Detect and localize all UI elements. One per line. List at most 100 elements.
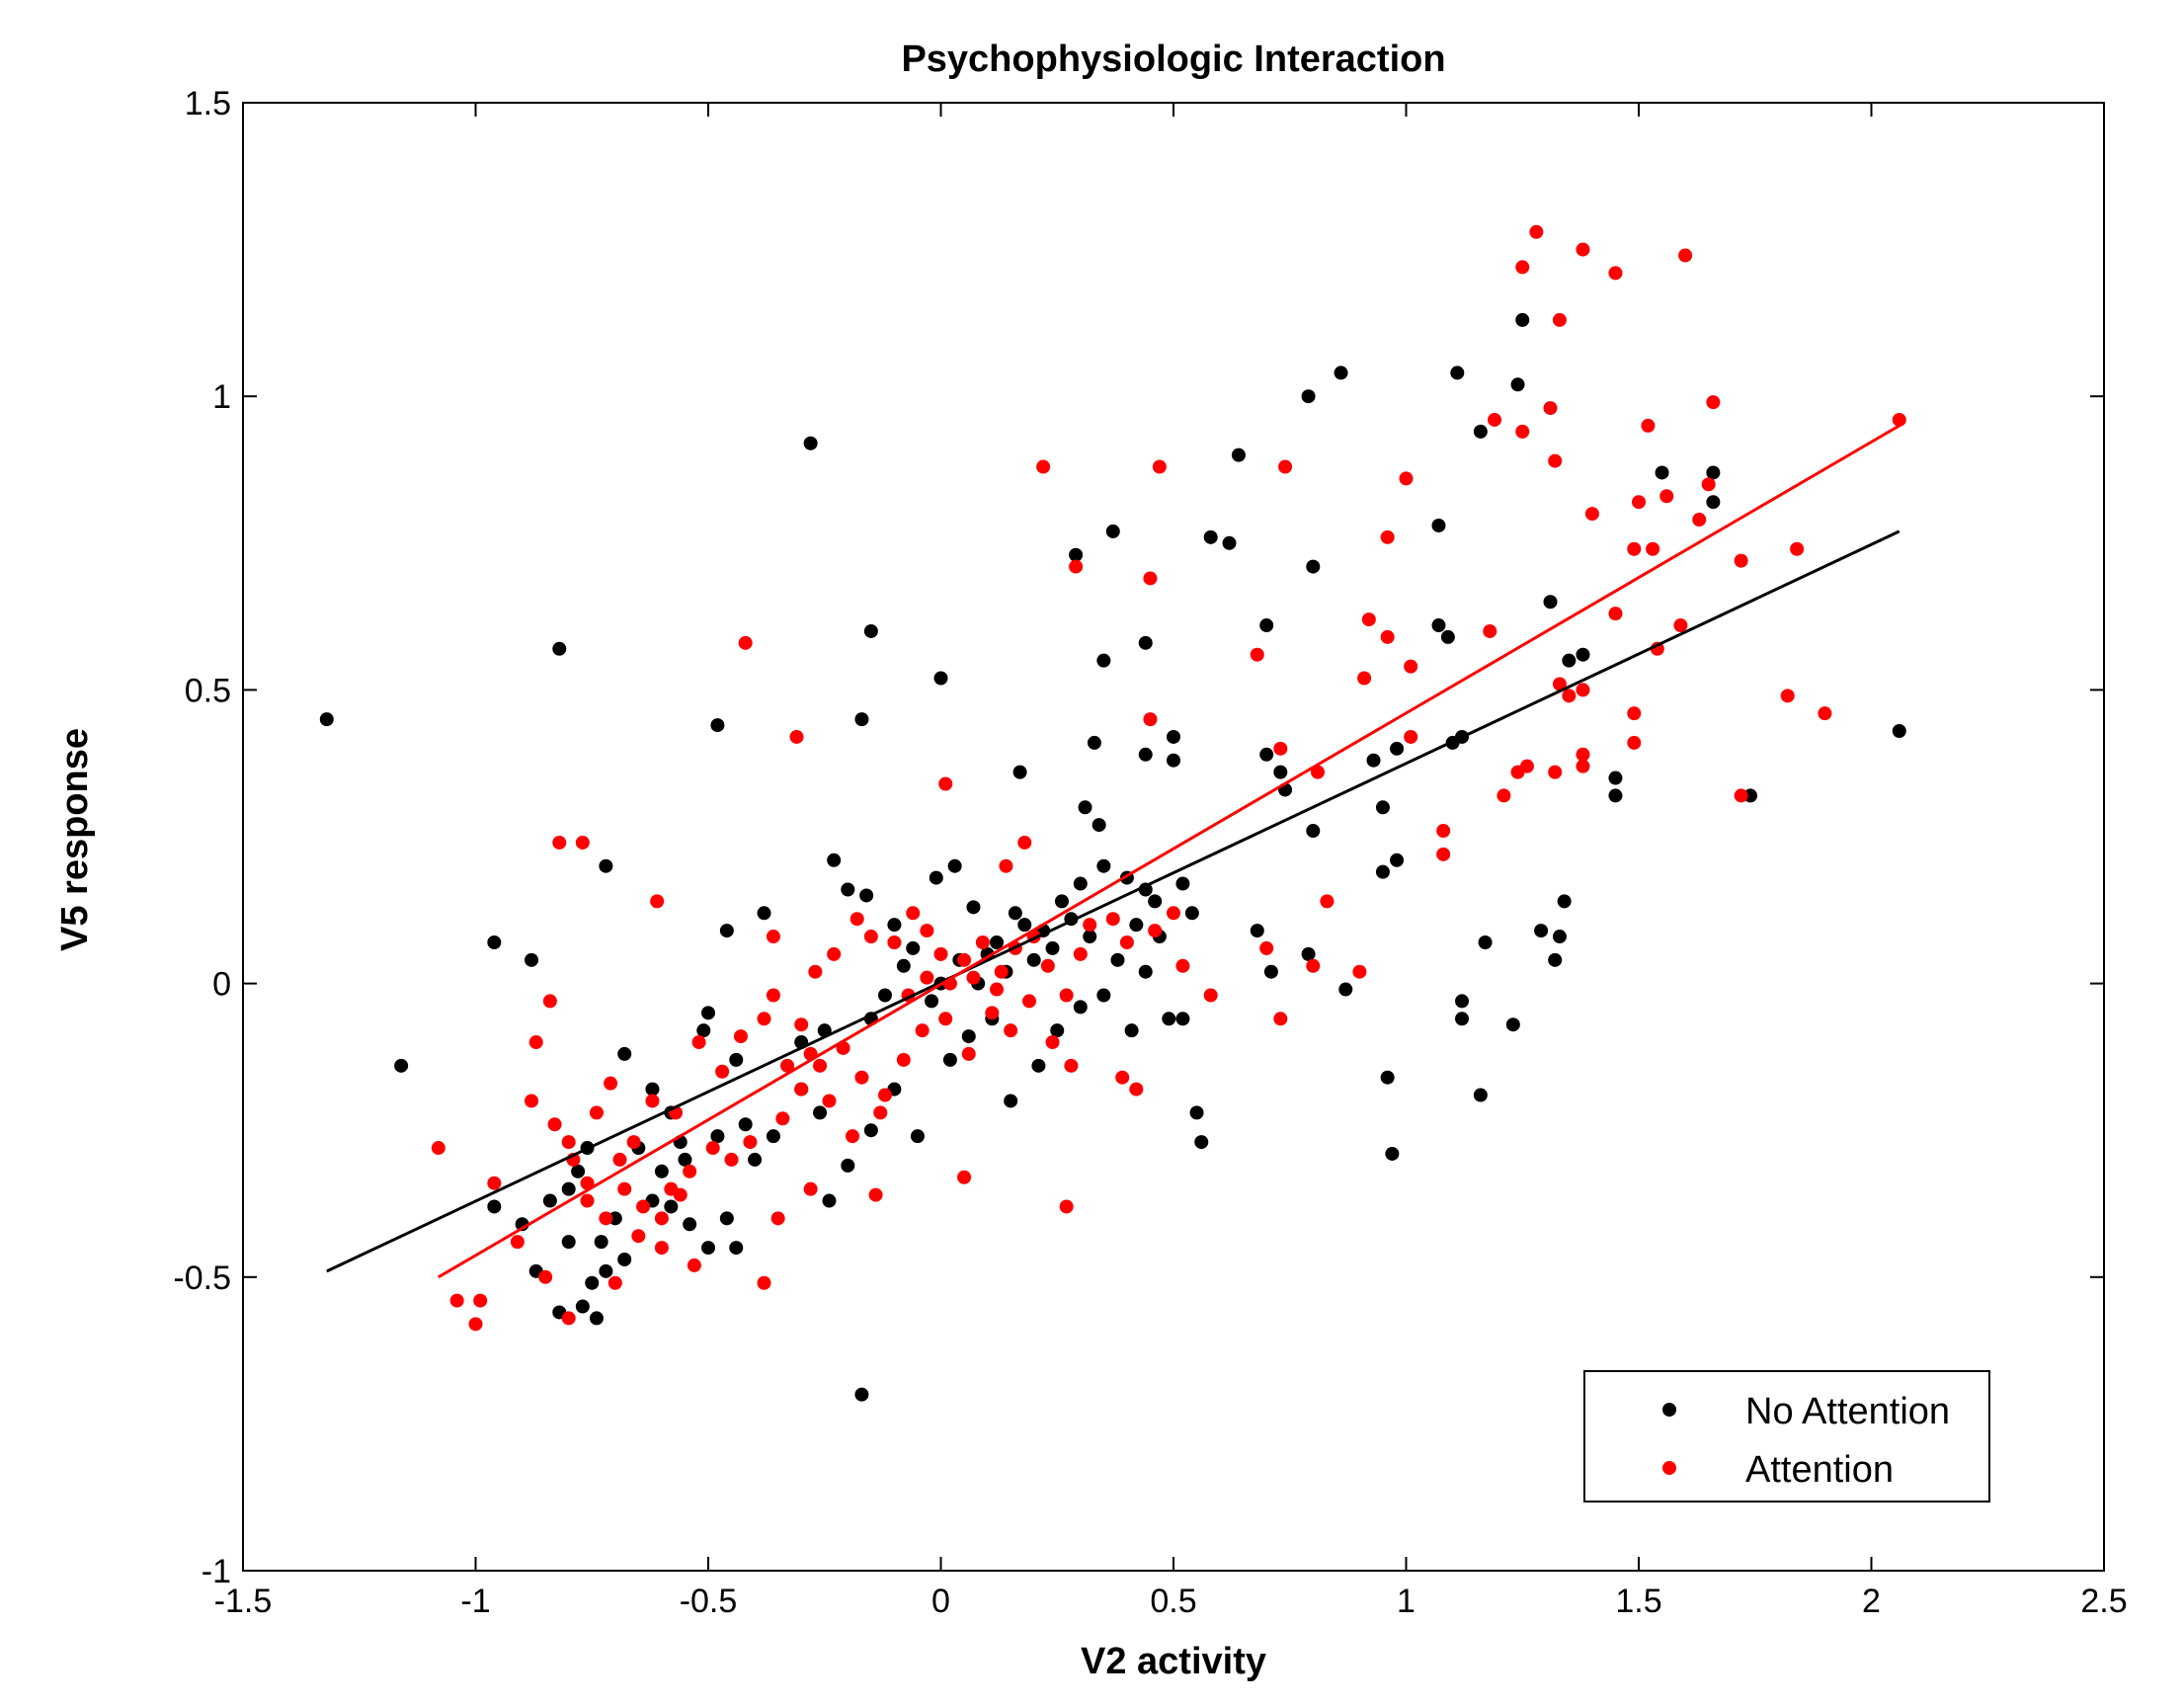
data-point-attention (673, 1187, 688, 1202)
data-point-no-attention (1892, 724, 1906, 739)
data-point-no-attention (1231, 447, 1246, 462)
data-point-no-attention (1175, 876, 1190, 891)
data-point-attention (770, 1211, 785, 1226)
data-point-no-attention (701, 1241, 715, 1256)
data-point-no-attention (877, 988, 892, 1003)
data-point-attention (873, 1105, 888, 1120)
data-point-no-attention (1515, 312, 1530, 327)
data-point-attention (715, 1064, 730, 1079)
data-point-attention (794, 1017, 809, 1032)
data-point-no-attention (1334, 366, 1348, 380)
data-point-attention (468, 1317, 483, 1332)
data-point-no-attention (906, 940, 921, 955)
data-point-attention (757, 1012, 771, 1026)
data-point-attention (645, 1094, 660, 1108)
ticks-layer: -1.5 -1 -0.5 0 0.5 1 1.5 2 2.5-1-0.500.511.5 (173, 85, 2127, 1620)
data-point-attention (1175, 958, 1190, 973)
data-point-no-attention (1534, 924, 1549, 938)
data-point-attention (990, 982, 1005, 997)
data-point-no-attention (394, 1058, 409, 1073)
data-point-attention (1487, 412, 1501, 427)
data-point-no-attention (1008, 906, 1022, 921)
data-point-attention (1352, 964, 1367, 979)
data-point-no-attention (1562, 653, 1577, 668)
data-point-no-attention (1189, 1105, 1204, 1120)
x-tick-label: 2.5 (2080, 1583, 2127, 1620)
data-point-attention (1311, 765, 1326, 779)
data-point-attention (612, 1152, 627, 1167)
data-point-attention (966, 970, 981, 985)
data-point-no-attention (1338, 982, 1353, 997)
x-tick-label: 0.5 (1150, 1583, 1196, 1620)
data-point-attention (1892, 412, 1906, 427)
data-point-attention (738, 635, 753, 650)
data-point-no-attention (1083, 930, 1097, 944)
data-point-no-attention (645, 1082, 660, 1097)
data-point-no-attention (896, 958, 911, 973)
data-point-no-attention (854, 712, 869, 727)
data-point-attention (575, 835, 590, 850)
data-point-attention (1584, 507, 1599, 522)
data-point-attention (1273, 1012, 1288, 1026)
data-point-no-attention (1706, 465, 1721, 480)
data-point-no-attention (1167, 729, 1180, 744)
data-point-no-attention (585, 1275, 600, 1290)
data-point-attention (636, 1199, 651, 1214)
data-point-attention (1073, 946, 1088, 961)
data-point-attention (705, 1141, 720, 1156)
data-point-no-attention (599, 858, 613, 873)
data-point-attention (1152, 459, 1167, 474)
data-point-attention (849, 912, 864, 927)
data-point-attention (525, 1094, 539, 1108)
data-point-no-attention (571, 1164, 586, 1179)
data-point-no-attention (1026, 952, 1041, 967)
data-point-attention (528, 1035, 543, 1050)
data-point-no-attention (841, 1158, 855, 1173)
data-point-attention (580, 1193, 595, 1208)
data-point-attention (510, 1235, 525, 1250)
data-point-attention (822, 1094, 837, 1108)
data-point-no-attention (1608, 771, 1623, 785)
data-point-attention (1129, 1082, 1144, 1097)
data-point-no-attention (1184, 906, 1199, 921)
data-point-attention (957, 952, 972, 967)
data-point-attention (766, 930, 780, 944)
y-tick-label: -1 (202, 1553, 231, 1590)
data-point-no-attention (654, 1164, 669, 1179)
data-point-attention (789, 729, 804, 744)
data-point-attention (1380, 529, 1395, 544)
points-layer (319, 224, 1906, 1402)
data-point-no-attention (729, 1241, 744, 1256)
data-point-attention (915, 1023, 930, 1038)
data-point-attention (617, 1181, 632, 1196)
data-point-no-attention (575, 1299, 590, 1314)
data-point-no-attention (1138, 635, 1153, 650)
data-point-attention (1404, 729, 1418, 744)
data-point-no-attention (757, 906, 771, 921)
x-tick-label: 2 (1862, 1583, 1881, 1620)
data-point-attention (604, 1076, 618, 1091)
data-point-no-attention (1473, 1088, 1488, 1102)
data-point-no-attention (1431, 618, 1446, 633)
axes-box (242, 102, 2105, 1572)
data-point-no-attention (1250, 924, 1264, 938)
data-point-attention (1552, 312, 1567, 327)
data-point-no-attention (1510, 377, 1525, 392)
data-point-attention (803, 1181, 818, 1196)
data-point-attention (1692, 513, 1707, 528)
data-point-no-attention (910, 1129, 925, 1144)
data-point-no-attention (1455, 1012, 1470, 1026)
data-point-attention (1734, 553, 1748, 568)
data-point-no-attention (748, 1152, 763, 1167)
data-point-no-attention (1069, 547, 1084, 562)
data-point-attention (757, 1275, 771, 1290)
data-point-attention (1483, 623, 1497, 638)
data-point-attention (431, 1141, 445, 1156)
data-point-no-attention (1306, 824, 1321, 839)
data-point-no-attention (617, 1252, 632, 1266)
data-point-attention (887, 935, 902, 949)
data-point-no-attention (1473, 424, 1488, 439)
data-point-attention (1119, 935, 1134, 949)
data-point-no-attention (1706, 495, 1721, 510)
